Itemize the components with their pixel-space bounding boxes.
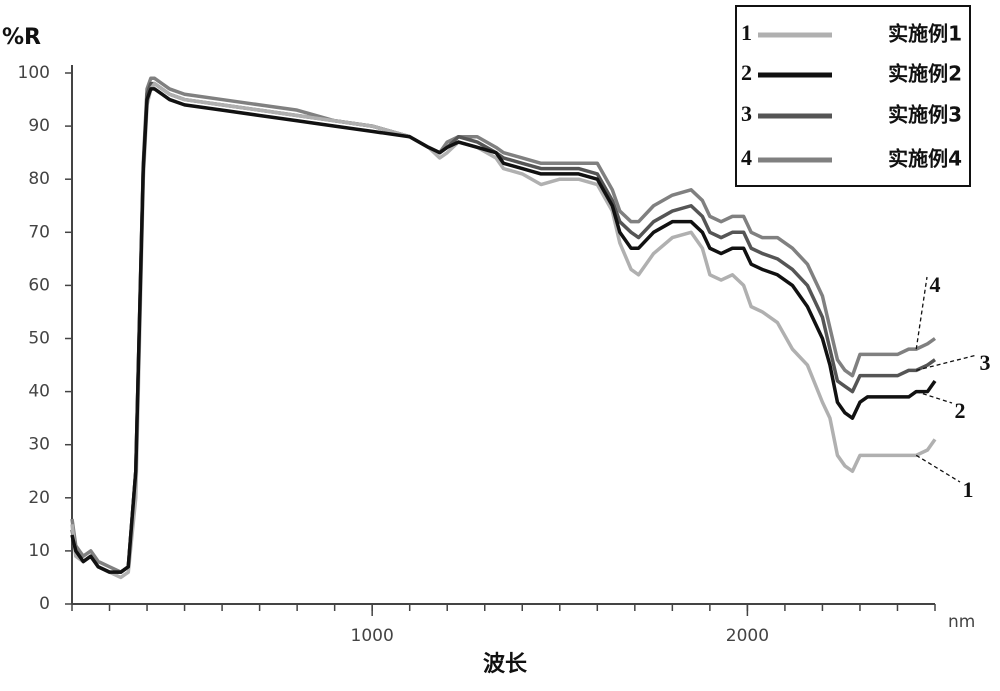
legend-label: 实施例2 xyxy=(888,62,962,86)
legend-label: 实施例1 xyxy=(888,22,962,46)
annotation: 1 xyxy=(963,477,974,502)
legend-number: 4 xyxy=(741,145,752,170)
y-tick-label: 60 xyxy=(28,275,50,295)
y-tick-label: 90 xyxy=(28,116,50,136)
legend-box xyxy=(735,5,971,187)
y-tick-label: 20 xyxy=(28,488,50,508)
annotation: 3 xyxy=(980,350,991,375)
annotation: 2 xyxy=(955,398,966,423)
y-tick-label: 10 xyxy=(28,541,50,561)
legend-number: 2 xyxy=(741,60,752,85)
legend-label: 实施例4 xyxy=(888,147,962,171)
x-axis-label: 波长 xyxy=(483,652,528,677)
annotation-leader xyxy=(916,390,953,404)
y-tick-label: 70 xyxy=(28,222,50,242)
y-tick-label: 50 xyxy=(28,329,50,349)
y-tick-label: 80 xyxy=(28,169,50,189)
x-tick-label: 2000 xyxy=(726,626,769,646)
annotation-leader xyxy=(915,276,928,350)
y-axis-label: %R xyxy=(2,25,41,50)
y-tick-label: 30 xyxy=(28,435,50,455)
annotation: 4 xyxy=(930,272,941,297)
y-tick-label: 100 xyxy=(18,63,50,83)
legend-label: 实施例3 xyxy=(888,103,962,127)
legend-number: 3 xyxy=(741,101,752,126)
series-line xyxy=(70,87,937,574)
x-unit: nm xyxy=(948,612,975,632)
y-tick-label: 0 xyxy=(39,594,50,614)
y-tick-label: 40 xyxy=(28,382,50,402)
annotation-leader xyxy=(916,354,978,371)
x-tick-label: 1000 xyxy=(351,626,394,646)
series-line xyxy=(70,76,937,574)
annotation-leader xyxy=(915,454,961,483)
series-line xyxy=(70,81,937,574)
legend-number: 1 xyxy=(741,20,752,45)
